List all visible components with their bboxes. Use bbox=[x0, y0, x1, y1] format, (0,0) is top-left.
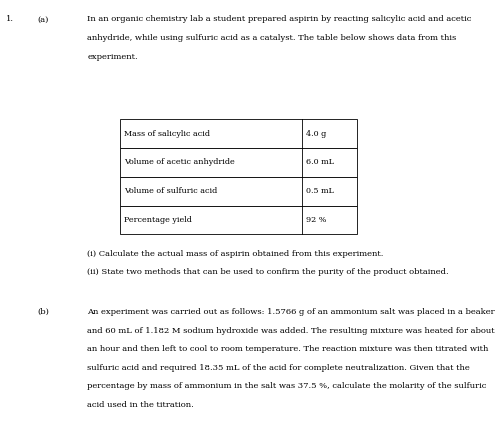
Bar bbox=[120, 206, 357, 234]
Text: and 60 mL of 1.182 M sodium hydroxide was added. The resulting mixture was heate: and 60 mL of 1.182 M sodium hydroxide wa… bbox=[87, 327, 495, 335]
Text: anhydride, while using sulfuric acid as a catalyst. The table below shows data f: anhydride, while using sulfuric acid as … bbox=[87, 34, 457, 42]
Bar bbox=[120, 177, 357, 206]
Text: percentage by mass of ammonium in the salt was 37.5 %, calculate the molarity of: percentage by mass of ammonium in the sa… bbox=[87, 382, 487, 390]
Text: experiment.: experiment. bbox=[87, 53, 138, 61]
Text: Percentage yield: Percentage yield bbox=[124, 216, 192, 224]
Text: (a): (a) bbox=[37, 15, 49, 23]
Text: Mass of salicylic acid: Mass of salicylic acid bbox=[124, 130, 210, 138]
Text: an hour and then left to cool to room temperature. The reaction mixture was then: an hour and then left to cool to room te… bbox=[87, 345, 489, 353]
Text: 6.0 mL: 6.0 mL bbox=[306, 158, 334, 167]
Text: 1.: 1. bbox=[6, 15, 14, 23]
Text: Volume of sulfuric acid: Volume of sulfuric acid bbox=[124, 187, 217, 195]
Text: 4.0 g: 4.0 g bbox=[306, 130, 326, 138]
Text: sulfuric acid and required 18.35 mL of the acid for complete neutralization. Giv: sulfuric acid and required 18.35 mL of t… bbox=[87, 364, 470, 372]
Text: 0.5 mL: 0.5 mL bbox=[306, 187, 334, 195]
Text: (ii) State two methods that can be used to confirm the purity of the product obt: (ii) State two methods that can be used … bbox=[87, 268, 449, 276]
Text: (i) Calculate the actual mass of aspirin obtained from this experiment.: (i) Calculate the actual mass of aspirin… bbox=[87, 250, 384, 258]
Text: An experiment was carried out as follows: 1.5766 g of an ammonium salt was place: An experiment was carried out as follows… bbox=[87, 308, 495, 316]
Bar bbox=[120, 148, 357, 177]
Bar bbox=[120, 119, 357, 148]
Text: 92 %: 92 % bbox=[306, 216, 326, 224]
Text: Volume of acetic anhydride: Volume of acetic anhydride bbox=[124, 158, 235, 167]
Text: acid used in the titration.: acid used in the titration. bbox=[87, 401, 194, 409]
Text: In an organic chemistry lab a student prepared aspirin by reacting salicylic aci: In an organic chemistry lab a student pr… bbox=[87, 15, 472, 23]
Text: (b): (b) bbox=[37, 308, 49, 316]
